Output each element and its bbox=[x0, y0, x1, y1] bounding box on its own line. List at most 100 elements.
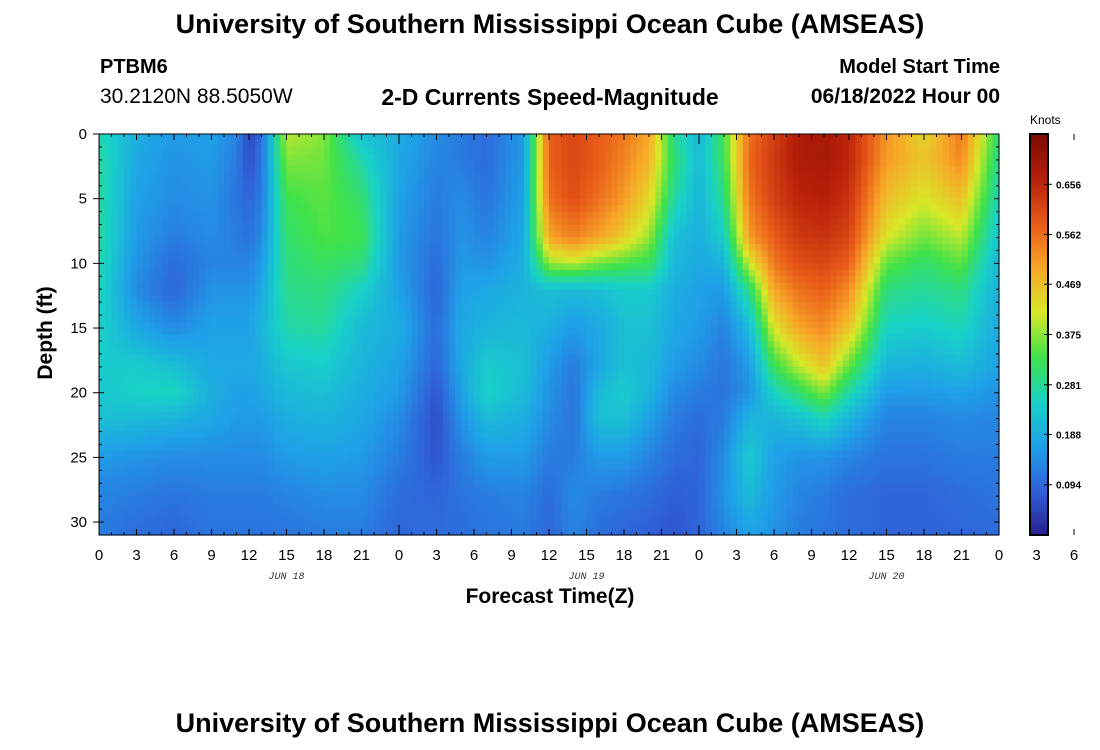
heatmap-cell bbox=[517, 360, 525, 368]
heatmap-cell bbox=[324, 463, 331, 471]
heatmap-cell bbox=[499, 470, 506, 478]
heatmap-cell bbox=[342, 483, 350, 491]
heatmap-cell bbox=[405, 256, 413, 264]
heatmap-cell bbox=[492, 159, 500, 167]
heatmap-cell bbox=[355, 218, 363, 226]
heatmap-cell bbox=[167, 444, 175, 452]
heatmap-cell bbox=[492, 237, 500, 245]
heatmap-cell bbox=[217, 412, 225, 420]
heatmap-cell bbox=[511, 263, 519, 271]
heatmap-cell bbox=[430, 263, 438, 271]
heatmap-cell bbox=[467, 412, 475, 420]
heatmap-cell bbox=[230, 295, 238, 303]
heatmap-cell bbox=[324, 489, 331, 497]
heatmap-cell bbox=[124, 463, 131, 471]
heatmap-cell bbox=[186, 392, 194, 400]
heatmap-cell bbox=[236, 334, 244, 342]
heatmap-cell bbox=[105, 302, 113, 310]
heatmap-cell bbox=[517, 450, 525, 458]
heatmap-cell bbox=[186, 405, 194, 413]
heatmap-cell bbox=[167, 263, 175, 271]
heatmap-cell bbox=[299, 224, 306, 232]
heatmap-cell bbox=[130, 172, 138, 180]
heatmap-cell bbox=[392, 437, 400, 446]
heatmap-cell bbox=[461, 444, 469, 452]
heatmap-cell bbox=[505, 211, 513, 219]
heatmap-cell bbox=[411, 425, 419, 433]
heatmap-cell bbox=[536, 379, 544, 387]
heatmap-cell bbox=[411, 431, 419, 439]
heatmap-cell bbox=[367, 134, 375, 142]
heatmap-cell bbox=[467, 328, 475, 336]
heatmap-cell bbox=[517, 496, 525, 504]
heatmap-cell bbox=[311, 470, 319, 478]
heatmap-cell bbox=[392, 347, 400, 355]
heatmap-cell bbox=[330, 140, 338, 148]
heatmap-cell bbox=[317, 373, 325, 381]
heatmap-cell bbox=[555, 334, 563, 342]
heatmap-cell bbox=[136, 308, 144, 316]
heatmap-cell bbox=[586, 334, 594, 342]
heatmap-cell bbox=[561, 179, 569, 187]
heatmap-cell bbox=[111, 315, 119, 323]
heatmap-cell bbox=[417, 321, 425, 329]
heatmap-cell bbox=[599, 263, 606, 271]
heatmap-cell bbox=[386, 198, 394, 206]
heatmap-cell bbox=[192, 308, 200, 316]
heatmap-cell bbox=[230, 211, 238, 219]
heatmap-cell bbox=[205, 373, 213, 381]
heatmap-cell bbox=[355, 185, 363, 193]
heatmap-cell bbox=[261, 146, 269, 155]
heatmap-cell bbox=[455, 463, 463, 471]
heatmap-cell bbox=[105, 392, 113, 400]
heatmap-cell bbox=[117, 476, 125, 484]
heatmap-cell bbox=[580, 153, 588, 161]
heatmap-cell bbox=[324, 159, 331, 167]
heatmap-cell bbox=[186, 450, 194, 458]
heatmap-cell bbox=[124, 412, 131, 420]
heatmap-cell bbox=[211, 412, 219, 420]
heatmap-cell bbox=[517, 302, 525, 310]
heatmap-cell bbox=[586, 211, 594, 219]
heatmap-cell bbox=[261, 134, 269, 142]
heatmap-cell bbox=[161, 269, 169, 277]
heatmap-cell bbox=[111, 347, 119, 355]
heatmap-cell bbox=[217, 502, 225, 510]
heatmap-cell bbox=[599, 140, 606, 148]
heatmap-cell bbox=[542, 159, 550, 167]
heatmap-cell bbox=[274, 437, 281, 446]
heatmap-cell bbox=[111, 146, 119, 155]
heatmap-cell bbox=[142, 463, 150, 471]
heatmap-cell bbox=[167, 489, 175, 497]
heatmap-cell bbox=[555, 321, 563, 329]
heatmap-cell bbox=[161, 134, 169, 142]
heatmap-cell bbox=[205, 379, 213, 387]
heatmap-cell bbox=[199, 276, 206, 284]
heatmap-cell bbox=[174, 269, 181, 277]
heatmap-cell bbox=[486, 205, 494, 213]
heatmap-cell bbox=[355, 140, 363, 148]
heatmap-cell bbox=[361, 179, 369, 187]
heatmap-cell bbox=[199, 509, 206, 517]
heatmap-cell bbox=[117, 146, 125, 155]
heatmap-cell bbox=[261, 418, 269, 426]
heatmap-cell bbox=[524, 250, 531, 258]
heatmap-cell bbox=[261, 392, 269, 400]
heatmap-cell bbox=[267, 489, 275, 497]
heatmap-cell bbox=[280, 386, 288, 394]
heatmap-cell bbox=[424, 269, 431, 277]
heatmap-cell bbox=[524, 444, 531, 452]
heatmap-cell bbox=[261, 515, 269, 523]
heatmap-cell bbox=[174, 496, 181, 504]
heatmap-cell bbox=[580, 502, 588, 510]
heatmap-cell bbox=[592, 470, 600, 478]
heatmap-cell bbox=[136, 237, 144, 245]
heatmap-cell bbox=[417, 483, 425, 491]
heatmap-cell bbox=[524, 159, 531, 167]
heatmap-cell bbox=[467, 289, 475, 297]
heatmap-cell bbox=[586, 431, 594, 439]
heatmap-cell bbox=[267, 405, 275, 413]
heatmap-cell bbox=[449, 489, 456, 497]
heatmap-cell bbox=[430, 437, 438, 446]
heatmap-cell bbox=[505, 224, 513, 232]
